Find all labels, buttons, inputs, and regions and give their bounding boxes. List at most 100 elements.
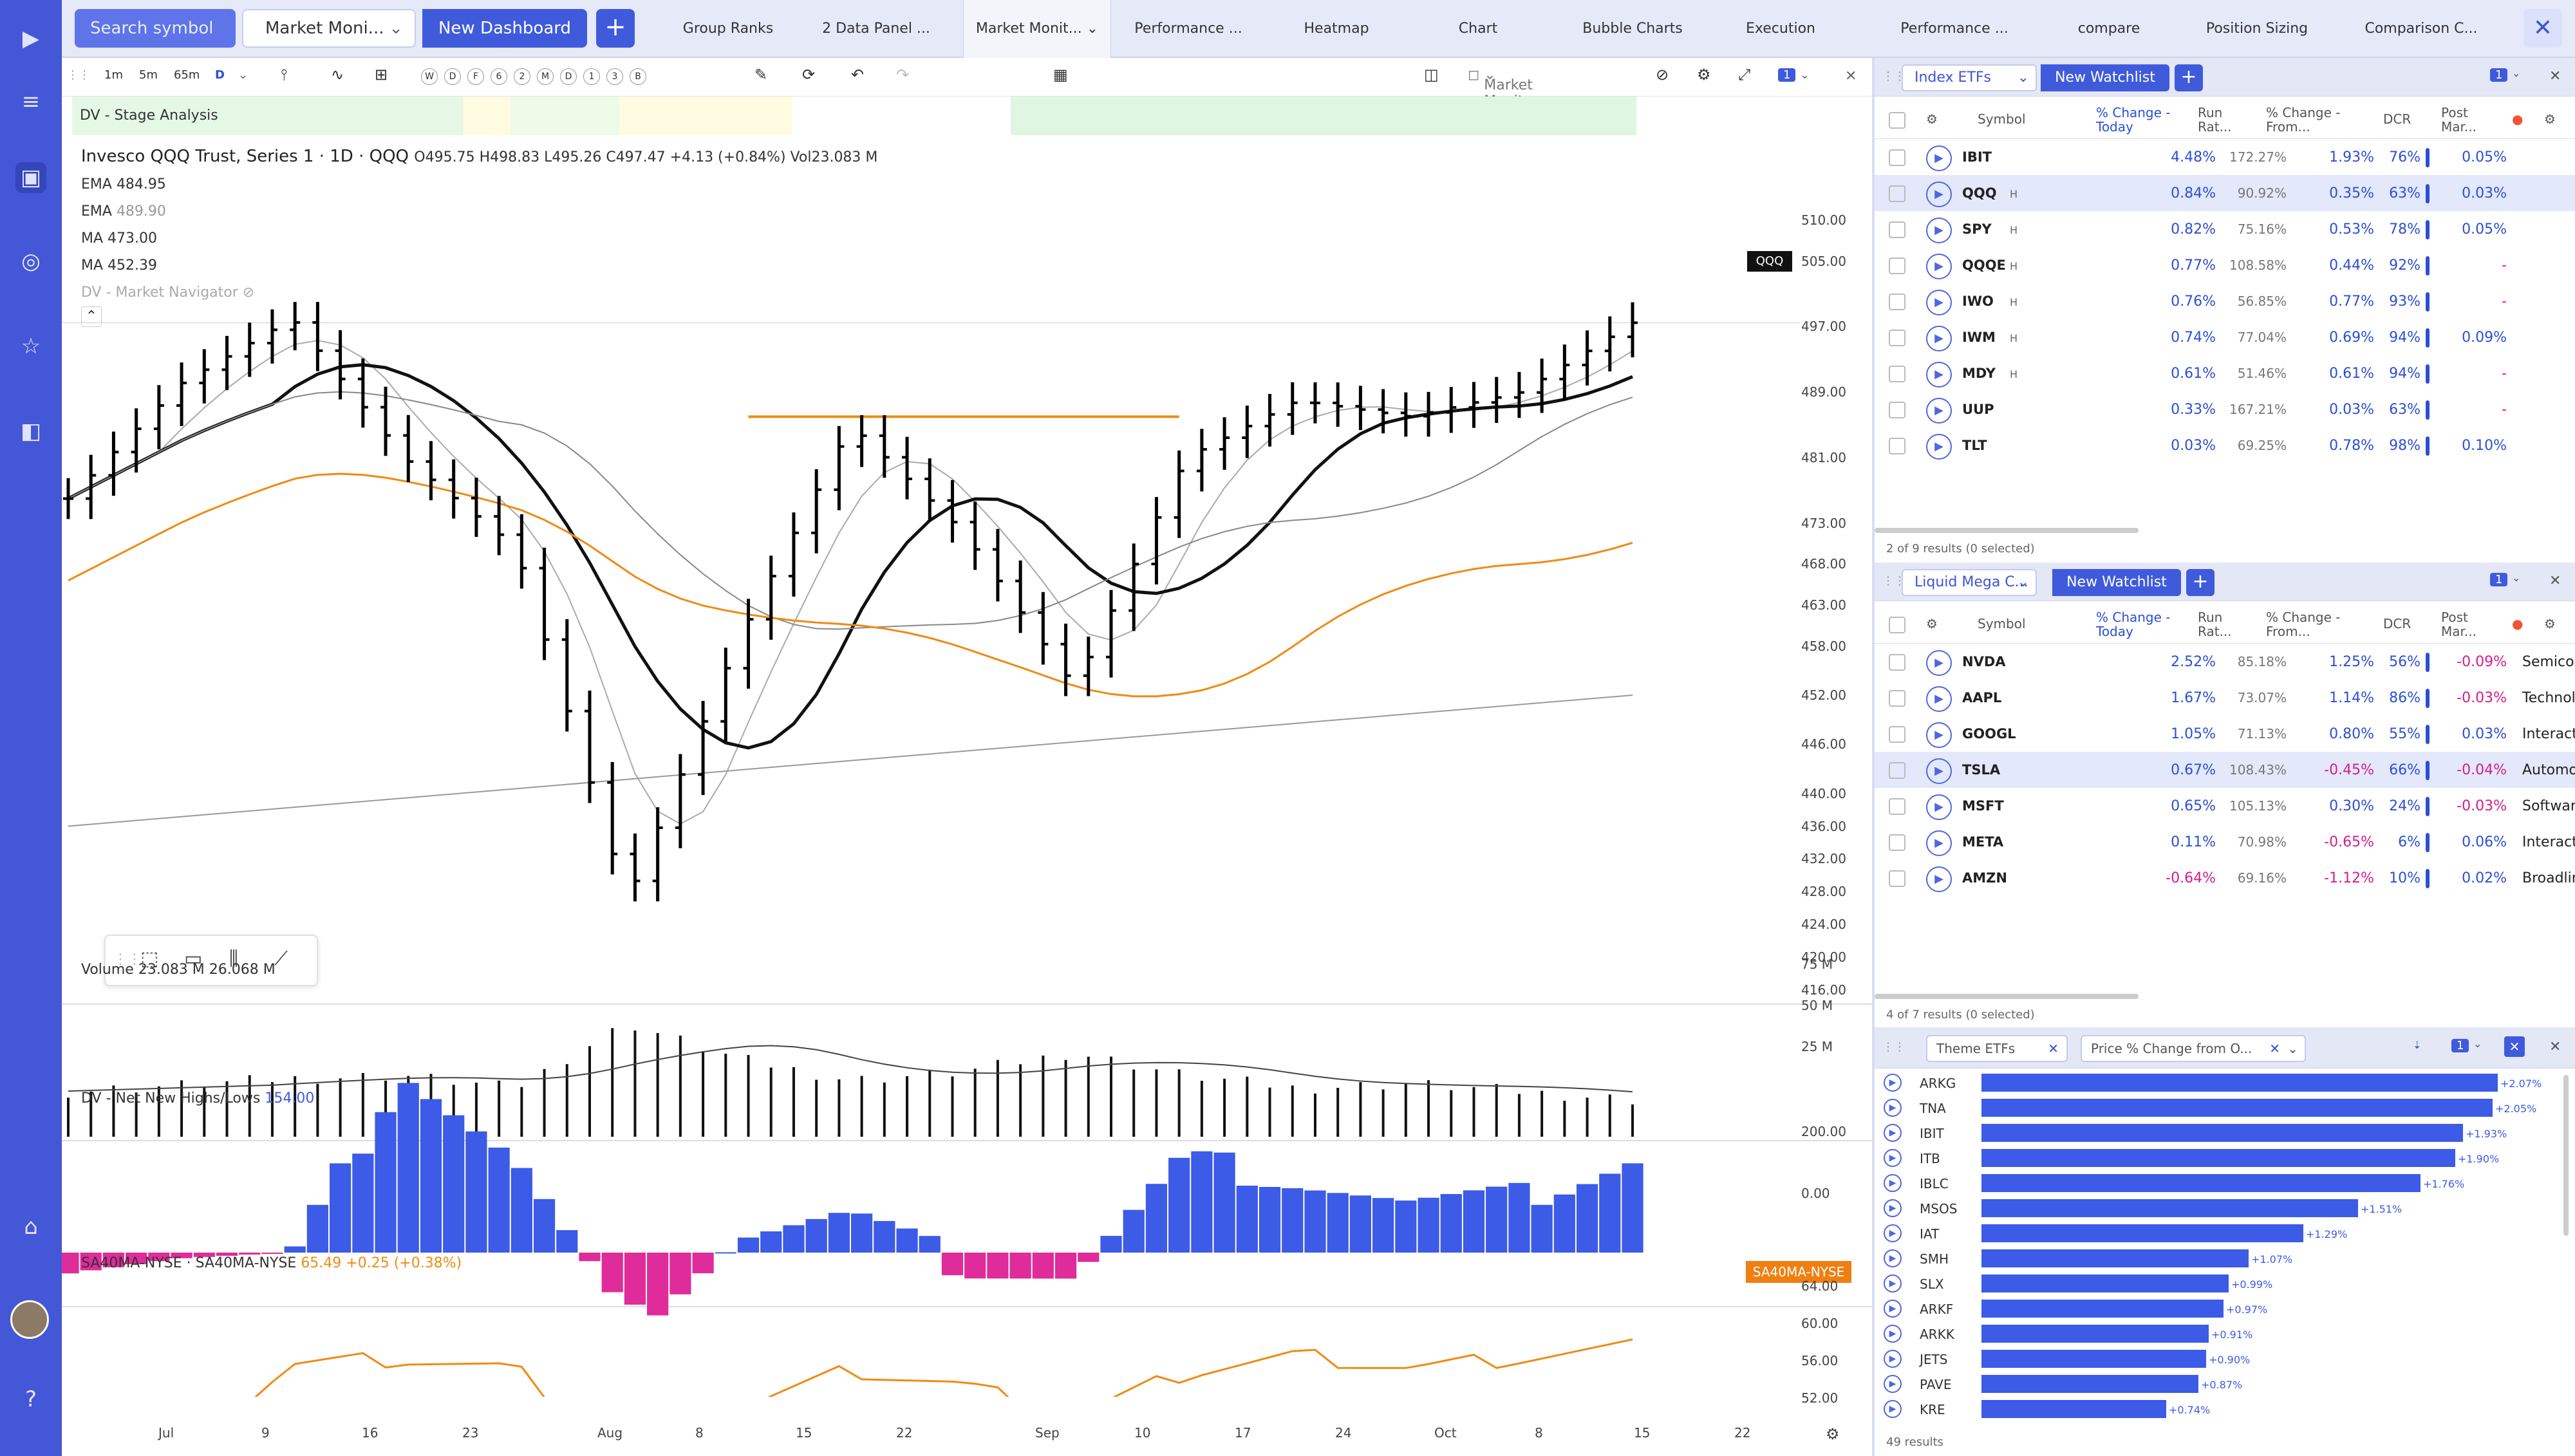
col-dcr[interactable]: DCR xyxy=(2383,111,2411,127)
templates-icon[interactable]: ⊞ xyxy=(375,66,388,84)
menu-icon[interactable]: ≡ xyxy=(21,89,41,115)
play-icon[interactable]: ▶ xyxy=(1926,434,1952,460)
chevron-down-icon[interactable]: ⌄ xyxy=(2512,67,2521,79)
list-item[interactable]: ▶ UUP 0.33% 167.21% 0.03% 63% - xyxy=(1875,391,2575,427)
list-item[interactable]: ▶ AAPL 1.67% 73.07% 1.14% 86% -0.03% Technolo xyxy=(1875,680,2575,716)
period-button-9[interactable]: B xyxy=(630,68,646,85)
timeframe-d[interactable]: D xyxy=(215,68,225,82)
play-icon[interactable]: ▶ xyxy=(1926,650,1952,676)
clear-icon[interactable]: ✕ xyxy=(2269,1041,2280,1056)
row-checkbox[interactable] xyxy=(1889,726,1906,743)
row-checkbox[interactable] xyxy=(1889,330,1906,346)
period-button-0[interactable]: W xyxy=(421,68,438,85)
col-change-today[interactable]: % Change - Today xyxy=(2096,610,2171,639)
play-icon[interactable]: ▶ xyxy=(1884,1174,1902,1192)
list-item[interactable]: ▶ GOOGL 1.05% 71.13% 0.80% 55% 0.03% Interacti xyxy=(1875,716,2575,752)
radar-icon[interactable]: ◎ xyxy=(21,248,41,274)
play-icon[interactable]: ▶ xyxy=(1884,1149,1902,1167)
calendar-icon[interactable]: ▦ xyxy=(1053,66,1068,84)
settings-icon[interactable]: ⚙ xyxy=(1926,616,1938,631)
play-icon[interactable]: ▶ xyxy=(1884,1074,1902,1092)
layout-name[interactable]: ◻ Market Monitor ⌄ xyxy=(1468,67,1538,109)
comment-icon[interactable]: ▭ xyxy=(184,947,203,970)
scrollbar[interactable] xyxy=(2563,1075,2569,1236)
tab-position-sizing[interactable]: Position Sizing xyxy=(2205,21,2308,37)
close-icon[interactable]: ✕ xyxy=(2549,68,2561,84)
avatar[interactable] xyxy=(10,1300,49,1339)
play-icon[interactable]: ▶ xyxy=(1884,1300,1902,1318)
watchlist-count[interactable]: 1 xyxy=(2490,68,2508,82)
layout-icon[interactable]: ◫ xyxy=(1424,66,1439,84)
row-checkbox[interactable] xyxy=(1889,870,1906,887)
close-icon[interactable]: ✕ xyxy=(2549,1039,2561,1055)
logo-icon[interactable]: ▶ xyxy=(22,26,40,51)
close-icon[interactable]: ✕ xyxy=(2524,9,2562,48)
col-change-today[interactable]: % Change - Today xyxy=(2096,105,2171,135)
select-all-checkbox[interactable] xyxy=(1889,617,1906,633)
new-watchlist-button[interactable]: New Watchlist xyxy=(2052,569,2181,596)
drag-handle-icon[interactable]: ⋮⋮ xyxy=(1882,1040,1906,1054)
play-icon[interactable]: ▶ xyxy=(1884,1325,1902,1343)
row-checkbox[interactable] xyxy=(1889,798,1906,815)
period-button-1[interactable]: D xyxy=(444,68,461,85)
list-item[interactable]: ▶ TLT 0.03% 69.25% 0.78% 98% 0.10% xyxy=(1875,427,2575,463)
watchlist-select[interactable]: Liquid Mega C... ⌄ xyxy=(1902,569,2037,596)
list-item[interactable]: ▶ META 0.11% 70.98% -0.65% 6% 0.06% Interacti xyxy=(1875,824,2575,860)
play-icon[interactable]: ▶ xyxy=(1926,145,1952,171)
tab-execution[interactable]: Execution xyxy=(1746,21,1815,37)
period-button-7[interactable]: 1 xyxy=(583,68,600,85)
dashboard-icon[interactable]: ▣ xyxy=(15,162,46,193)
play-icon[interactable]: ▶ xyxy=(1926,218,1952,243)
tab-performance-2[interactable]: Performance ... xyxy=(1900,21,2009,37)
play-icon[interactable]: ▶ xyxy=(1884,1099,1902,1117)
row-checkbox[interactable] xyxy=(1889,366,1906,382)
watchlist-count[interactable]: 1 xyxy=(2490,573,2508,586)
settings-gear-icon[interactable]: ⚙ xyxy=(1826,1425,1840,1443)
candles-icon[interactable]: ⫼ xyxy=(229,947,238,970)
play-icon[interactable]: ▶ xyxy=(1884,1224,1902,1242)
play-icon[interactable]: ▶ xyxy=(1926,830,1952,856)
timeframe-1m[interactable]: 1m xyxy=(104,68,123,82)
period-button-4[interactable]: 2 xyxy=(514,68,530,85)
timeframe-65m[interactable]: 65m xyxy=(174,68,200,82)
row-checkbox[interactable] xyxy=(1889,690,1906,707)
select-all-checkbox[interactable] xyxy=(1889,112,1906,129)
clear-icon[interactable]: ✕ xyxy=(2048,1041,2059,1056)
expand-icon[interactable]: ✕ xyxy=(2504,1036,2525,1057)
add-tab-button[interactable]: + xyxy=(596,9,635,48)
row-checkbox[interactable] xyxy=(1889,438,1906,454)
rectangle-icon[interactable]: ⬚ xyxy=(140,947,159,970)
bar-type-icon[interactable]: ⫯ xyxy=(281,66,288,84)
play-icon[interactable]: ▶ xyxy=(1884,1400,1902,1418)
list-item[interactable]: ▶ SPY H 0.82% 75.16% 0.53% 78% 0.05% xyxy=(1875,211,2575,247)
list-item[interactable]: ▶ IWO H 0.76% 56.85% 0.77% 93% - xyxy=(1875,283,2575,319)
play-icon[interactable]: ▶ xyxy=(1926,290,1952,315)
list-item[interactable]: ▶ TSLA 0.67% 108.43% -0.45% 66% -0.04% Automot xyxy=(1875,752,2575,788)
gear-icon[interactable]: ⚙ xyxy=(2544,616,2556,631)
gear-icon[interactable]: ⚙ xyxy=(1697,66,1711,84)
theme-bar-row[interactable]: ▶ ITB +1.90% xyxy=(1875,1145,2575,1170)
theme-count[interactable]: 1 xyxy=(2451,1039,2469,1052)
new-dashboard-button[interactable]: New Dashboard xyxy=(422,9,587,48)
col-dcr[interactable]: DCR xyxy=(2383,616,2411,631)
theme-bar-row[interactable]: ▶ JETS +0.90% xyxy=(1875,1346,2575,1371)
metric-select[interactable]: Price % Change from O... ✕ ⌄ xyxy=(2081,1035,2306,1062)
chevron-down-icon[interactable]: ⌄ xyxy=(238,68,248,82)
indicators-icon[interactable]: ∿ xyxy=(331,66,344,84)
row-checkbox[interactable] xyxy=(1889,654,1906,671)
scrollbar[interactable] xyxy=(1875,994,2139,999)
timeframe-5m[interactable]: 5m xyxy=(139,68,158,82)
period-button-6[interactable]: D xyxy=(560,68,577,85)
refresh-icon[interactable]: ⟳ xyxy=(802,66,816,84)
add-symbol-button[interactable]: + xyxy=(2175,64,2203,91)
play-icon[interactable]: ▶ xyxy=(1884,1375,1902,1393)
row-checkbox[interactable] xyxy=(1889,834,1906,851)
theme-bar-row[interactable]: ▶ ARKG +2.07% xyxy=(1875,1070,2575,1095)
redo-icon[interactable]: ↷ xyxy=(896,66,910,84)
play-icon[interactable]: ▶ xyxy=(1926,794,1952,820)
close-icon[interactable]: ✕ xyxy=(2549,573,2561,589)
alert-icon[interactable]: ⊘ xyxy=(1656,66,1669,84)
play-icon[interactable]: ▶ xyxy=(1884,1199,1902,1217)
theme-bar-row[interactable]: ▶ KRE +0.74% xyxy=(1875,1396,2575,1421)
education-icon[interactable]: ⌂ xyxy=(24,1214,38,1240)
